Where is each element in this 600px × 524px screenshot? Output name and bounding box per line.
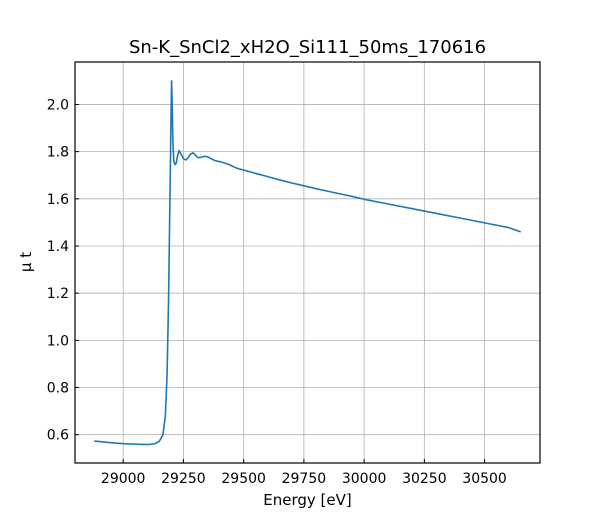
plot-lines xyxy=(94,80,521,446)
axis-ticks: 29000 29250 29500 29750 30000 30250 30500 0.6 0.… xyxy=(47,97,507,487)
x-tick-label: 29750 xyxy=(282,471,327,487)
y-axis-label: μ t xyxy=(17,252,35,272)
chart-title: Sn-K_SnCl2_xH2O_Si111_50ms_170616 xyxy=(129,37,486,58)
plot-area-frame xyxy=(74,61,541,464)
y-tick-label: 1.2 xyxy=(47,286,69,302)
x-tick-label: 29000 xyxy=(101,471,146,487)
y-tick-label: 2.0 xyxy=(47,97,69,113)
x-tick-label: 30500 xyxy=(462,471,507,487)
x-axis-label: Energy [eV] xyxy=(263,491,351,509)
grid-lines xyxy=(75,62,540,463)
x-tick-label: 29500 xyxy=(221,471,266,487)
x-tick-label: 30250 xyxy=(402,471,447,487)
y-tick-label: 0.6 xyxy=(47,428,69,444)
y-tick-label: 1.8 xyxy=(47,145,69,161)
series-line-0 xyxy=(94,80,521,446)
y-tick-label: 1.4 xyxy=(47,239,69,255)
y-tick-label: 0.8 xyxy=(47,381,69,397)
x-tick-label: 29250 xyxy=(161,471,206,487)
y-tick-label: 1.6 xyxy=(47,192,69,208)
x-tick-label: 30000 xyxy=(342,471,387,487)
y-tick-label: 1.0 xyxy=(47,333,69,349)
